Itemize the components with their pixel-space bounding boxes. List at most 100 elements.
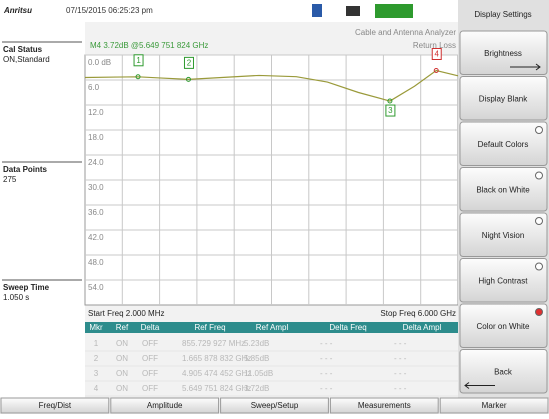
indicator <box>535 262 543 271</box>
menu-button[interactable] <box>459 167 548 212</box>
indicator <box>535 126 543 134</box>
table-header-cell: Delta <box>141 323 160 332</box>
menu-button-label[interactable]: Display Blank <box>479 94 528 103</box>
menu-button[interactable] <box>459 349 548 394</box>
y-tick-label: 18.0 <box>88 133 104 142</box>
menu-button[interactable] <box>459 212 548 257</box>
menu-button-label[interactable]: Back <box>494 367 513 376</box>
table-cell: 1.665 878 832 GHz <box>182 354 251 363</box>
tab-label[interactable]: Measurements <box>358 401 411 410</box>
menu-button-label[interactable]: Color on White <box>477 322 530 331</box>
table-cell: 4 <box>94 384 99 393</box>
table-cell: ON <box>116 339 128 348</box>
y-tick-label: 48.0 <box>88 258 104 267</box>
table-cell: - - - <box>320 354 333 363</box>
menu-button[interactable] <box>459 76 548 121</box>
tab-label[interactable]: Sweep/Setup <box>251 401 299 410</box>
marker-box <box>385 104 396 117</box>
menu-button[interactable] <box>459 303 548 348</box>
table-header <box>85 322 458 333</box>
y-tick-label: 24.0 <box>88 158 104 167</box>
measurement: Return Loss <box>413 41 456 50</box>
table-cell: 3 <box>94 369 99 378</box>
tab[interactable] <box>220 397 329 414</box>
marker-label: 1 <box>136 56 141 65</box>
y-tick-label: 0.0 dB <box>88 58 111 67</box>
table-cell: 5.23dB <box>244 339 269 348</box>
menu-button-label[interactable]: Night Vision <box>482 231 525 240</box>
table-header-cell: Mkr <box>89 323 103 332</box>
status-value: ON,Standard <box>3 55 50 64</box>
indicator <box>535 308 543 316</box>
menu-button[interactable] <box>459 30 548 75</box>
tab[interactable] <box>110 397 220 414</box>
trace <box>84 69 459 102</box>
marker-box <box>431 48 442 60</box>
table-cell: ON <box>116 384 128 393</box>
tab[interactable] <box>329 397 439 414</box>
menu-button-label[interactable]: Brightness <box>484 49 522 58</box>
status-value: 1.050 s <box>3 293 29 302</box>
table-header-cell: Ref <box>116 323 129 332</box>
table-cell: 11.05dB <box>244 369 273 378</box>
table-cell: 2 <box>94 354 99 363</box>
menu-button[interactable] <box>459 258 548 303</box>
status-label: Data Points <box>3 165 48 174</box>
table-cell: - - - <box>394 384 407 393</box>
arrow-right <box>510 63 541 71</box>
menu-button-label[interactable]: High Contrast <box>479 276 529 285</box>
tab-label[interactable]: Freq/Dist <box>39 401 72 410</box>
y-tick-label: 12.0 <box>88 108 104 117</box>
marker-label: 3 <box>388 106 393 115</box>
table-cell: OFF <box>142 384 158 393</box>
status-panel <box>0 22 85 398</box>
table-cell: ON <box>116 354 128 363</box>
marker-point <box>185 76 191 82</box>
battery-icon <box>375 4 413 18</box>
marker-box <box>133 54 144 67</box>
table-cell: 855.729 927 MHz <box>182 339 245 348</box>
table-cell: OFF <box>142 339 158 348</box>
start-freq: Start Freq 2.000 MHz <box>88 309 164 318</box>
table-cell: OFF <box>142 354 158 363</box>
stop-freq: Stop Freq 6.000 GHz <box>380 309 456 318</box>
menu-button-label[interactable]: Default Colors <box>478 140 529 149</box>
save-icon <box>312 4 322 17</box>
marker-point <box>387 98 393 104</box>
tab[interactable] <box>0 397 110 414</box>
table-cell: - - - <box>320 339 333 348</box>
table-cell: 1 <box>94 339 99 348</box>
y-tick-label: 6.0 <box>88 83 100 92</box>
table-cell: - - - <box>394 369 407 378</box>
status-value: 275 <box>3 175 17 184</box>
table-cell: - - - <box>394 354 407 363</box>
marker-readout: M4 3.72dB @5.649 751 824 GHz <box>90 41 208 50</box>
datetime: 07/15/2015 06:25:23 pm <box>66 6 153 15</box>
table-cell: - - - <box>320 384 333 393</box>
y-tick-label: 54.0 <box>88 283 104 292</box>
marker-point <box>135 74 141 80</box>
table-cell: 4.905 474 452 GHz <box>182 369 251 378</box>
menu-button-label[interactable]: Black on White <box>476 185 530 194</box>
y-tick-label: 30.0 <box>88 183 104 192</box>
mode: Cable and Antenna Analyzer <box>355 28 456 37</box>
table-cell: - - - <box>320 369 333 378</box>
tab[interactable] <box>439 397 549 414</box>
table-cell: ON <box>116 369 128 378</box>
logo: Anritsu <box>3 6 32 15</box>
tab-label[interactable]: Marker <box>482 401 507 410</box>
table-header-cell: Ref Ampl <box>256 323 289 332</box>
table-cell: 3.72dB <box>244 384 269 393</box>
tab-label[interactable]: Amplitude <box>147 401 183 410</box>
indicator <box>535 217 543 225</box>
top-bar <box>0 0 458 22</box>
marker-point <box>433 68 439 73</box>
table-header-cell: Delta Ampl <box>403 323 442 332</box>
menu-title: Display Settings <box>474 10 531 19</box>
table-cell: OFF <box>142 369 158 378</box>
table-header-cell: Ref Freq <box>194 323 225 332</box>
menu-button[interactable] <box>459 121 548 166</box>
table-cell: - - - <box>394 339 407 348</box>
